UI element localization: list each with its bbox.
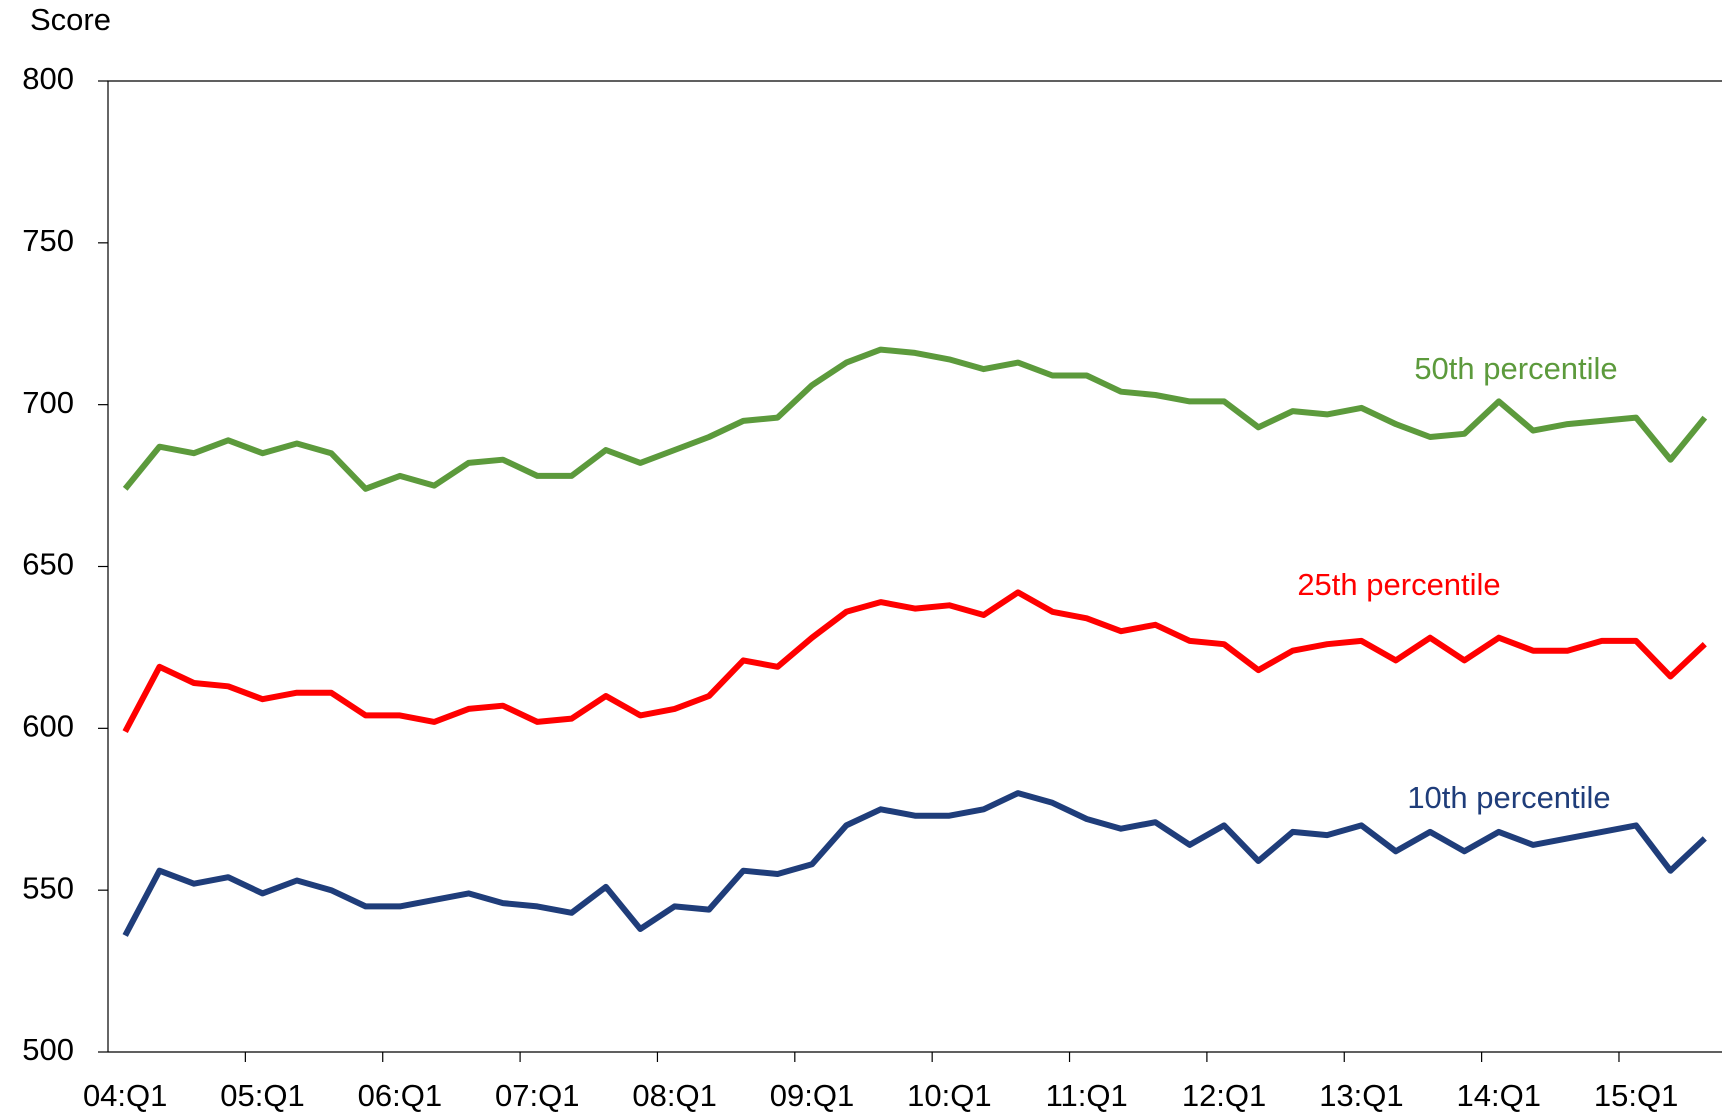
- series-label: 50th percentile: [1414, 351, 1617, 386]
- series-label: 25th percentile: [1297, 567, 1500, 602]
- x-tick-label: 10:Q1: [907, 1078, 991, 1113]
- x-tick-label: 14:Q1: [1457, 1078, 1541, 1113]
- series-line: [122, 346, 1708, 492]
- x-tick-label: 07:Q1: [495, 1078, 579, 1113]
- x-tick-label: 13:Q1: [1319, 1078, 1403, 1113]
- y-tick-label: 800: [22, 61, 74, 96]
- y-tick-label: 650: [22, 547, 74, 582]
- x-tick-label: 08:Q1: [632, 1078, 716, 1113]
- y-tick-label: 700: [22, 385, 74, 420]
- y-axis-label: Score: [30, 2, 111, 37]
- y-tick-label: 750: [22, 223, 74, 258]
- y-tick-label: 550: [22, 870, 74, 905]
- y-tick-label: 600: [22, 709, 74, 744]
- y-tick-label: 500: [22, 1032, 74, 1067]
- x-tick-label: 12:Q1: [1182, 1078, 1266, 1113]
- series-label: 10th percentile: [1407, 780, 1610, 815]
- x-tick-label: 09:Q1: [770, 1078, 854, 1113]
- x-tick-label: 11:Q1: [1046, 1078, 1128, 1113]
- series-line: [122, 790, 1707, 937]
- series-line: [122, 589, 1707, 734]
- x-tick-label: 04:Q1: [83, 1078, 167, 1113]
- x-tick-label: 06:Q1: [358, 1078, 442, 1113]
- x-tick-label: 05:Q1: [220, 1078, 304, 1113]
- x-tick-label: 15:Q1: [1594, 1078, 1678, 1113]
